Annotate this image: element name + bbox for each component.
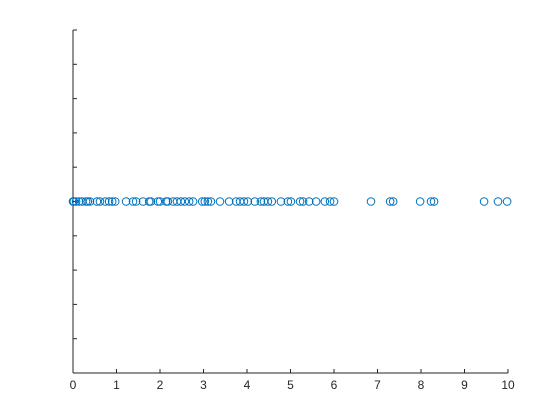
x-tick-label: 2 <box>157 378 164 392</box>
point <box>69 197 79 206</box>
point <box>325 197 335 206</box>
point <box>107 197 117 206</box>
point <box>153 197 163 206</box>
point <box>320 197 330 206</box>
point <box>304 197 314 206</box>
point <box>286 197 296 206</box>
point <box>283 197 293 206</box>
point <box>276 197 286 206</box>
point <box>429 197 439 206</box>
point <box>146 197 156 206</box>
x-tick-label: 9 <box>461 378 468 392</box>
point <box>215 197 225 206</box>
x-tick-label: 4 <box>244 378 251 392</box>
point <box>206 197 216 206</box>
point <box>95 197 105 206</box>
point <box>180 197 190 206</box>
point <box>104 197 114 206</box>
point <box>502 197 512 206</box>
point <box>385 197 395 206</box>
x-tick-label: 5 <box>287 378 294 392</box>
x-tick-label: 6 <box>331 378 338 392</box>
point <box>74 197 84 206</box>
point <box>224 197 234 206</box>
x-tick-label: 3 <box>200 378 207 392</box>
point <box>388 197 398 206</box>
point <box>71 197 81 206</box>
point <box>366 197 376 206</box>
point <box>92 197 102 206</box>
point <box>100 197 110 206</box>
point <box>83 197 93 206</box>
point <box>131 197 141 206</box>
point <box>267 197 277 206</box>
point <box>311 197 321 206</box>
point <box>176 197 186 206</box>
point <box>110 197 120 206</box>
point <box>197 197 207 206</box>
x-tick-label: 1 <box>113 378 120 392</box>
point <box>128 197 138 206</box>
x-tick-label: 7 <box>374 378 381 392</box>
point <box>184 197 194 206</box>
point <box>479 197 489 206</box>
point <box>203 197 213 206</box>
point <box>256 197 266 206</box>
point <box>295 197 305 206</box>
x-tick-label: 10 <box>501 378 515 392</box>
point <box>263 197 273 206</box>
point <box>243 197 253 206</box>
point <box>188 197 198 206</box>
point <box>121 197 131 206</box>
point <box>239 197 249 206</box>
x-tick-label: 8 <box>418 378 425 392</box>
point <box>329 197 339 206</box>
point <box>163 197 173 206</box>
point <box>85 197 95 206</box>
point <box>415 197 425 206</box>
x-tick-label: 0 <box>70 378 77 392</box>
point <box>493 197 503 206</box>
point <box>200 197 210 206</box>
point <box>298 197 308 206</box>
point <box>426 197 436 206</box>
point <box>250 197 260 206</box>
